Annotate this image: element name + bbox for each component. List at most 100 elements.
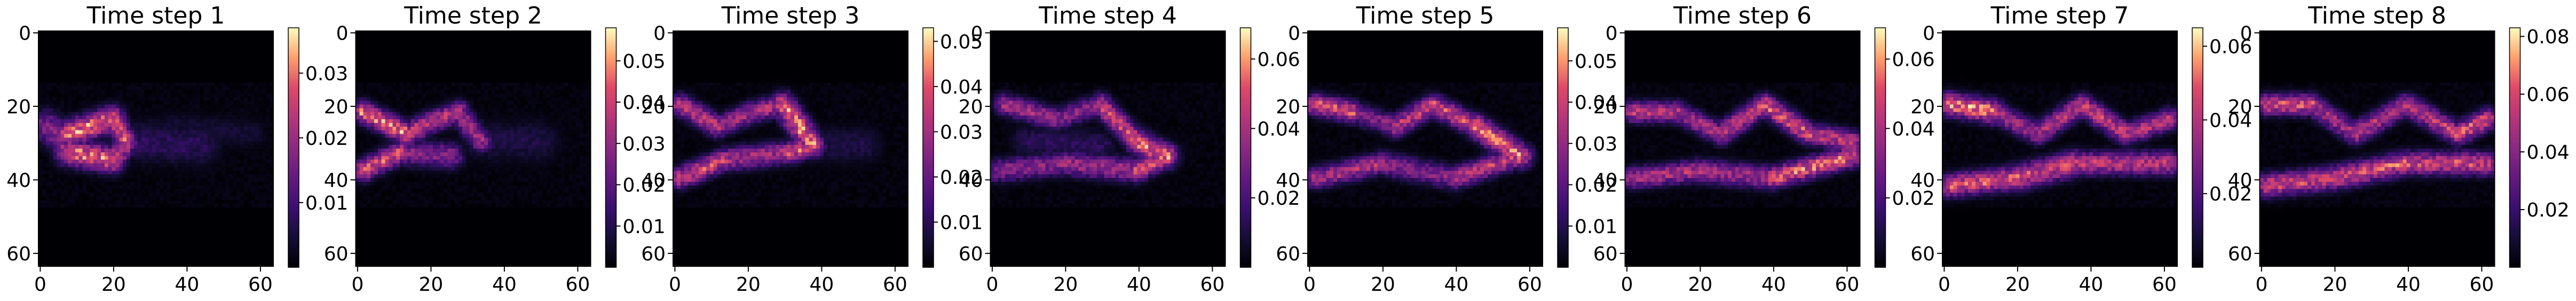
heatmap-cell (251, 164, 255, 167)
heatmap-cell (57, 149, 60, 152)
heatmap-cell (38, 82, 42, 86)
heatmap-cell (174, 244, 178, 248)
heatmap-cell (233, 108, 236, 112)
heatmap-cell (53, 178, 57, 182)
heatmap-cell (178, 182, 181, 186)
heatmap-cell (160, 46, 163, 50)
heatmap-cell (400, 57, 404, 60)
heatmap-cell (141, 101, 145, 105)
heatmap-cell (495, 79, 499, 82)
heatmap-cell (535, 60, 539, 64)
heatmap-cell (163, 156, 167, 160)
heatmap-cell (134, 237, 138, 241)
heatmap-cell (145, 115, 148, 119)
heatmap-cell (543, 57, 547, 60)
heatmap-cell (181, 119, 185, 123)
heatmap-cell (53, 130, 57, 134)
heatmap-cell (141, 90, 145, 94)
heatmap-cell (160, 86, 163, 90)
heatmap-cell (72, 219, 75, 222)
heatmap-cell (255, 156, 259, 160)
heatmap-cell (50, 244, 53, 248)
heatmap-cell (64, 64, 68, 68)
heatmap-cell (90, 252, 93, 256)
heatmap-cell (79, 105, 83, 109)
heatmap-cell (138, 174, 141, 178)
heatmap-cell (240, 90, 244, 94)
heatmap-cell (119, 141, 123, 145)
heatmap-cell (145, 79, 148, 82)
heatmap-cell (38, 68, 42, 72)
heatmap-cell (127, 137, 130, 141)
heatmap-cell (64, 160, 68, 164)
heatmap-cell (105, 186, 108, 189)
heatmap-cell (244, 237, 248, 241)
heatmap-cell (148, 211, 152, 215)
heatmap-cell (83, 57, 86, 60)
heatmap-cell (262, 241, 266, 244)
heatmap-cell (42, 119, 46, 123)
heatmap-cell (119, 115, 123, 119)
heatmap-cell (244, 68, 248, 72)
heatmap-cell (127, 145, 130, 149)
heatmap-cell (455, 79, 459, 82)
heatmap-cell (550, 46, 554, 50)
heatmap-cell (226, 38, 230, 42)
heatmap-cell (141, 130, 145, 134)
heatmap-cell (145, 167, 148, 171)
heatmap-cell (53, 79, 57, 82)
heatmap-cell (127, 189, 130, 193)
heatmap-cell (230, 233, 233, 237)
heatmap-cell (203, 252, 207, 256)
heatmap-cell (215, 189, 218, 193)
heatmap-cell (130, 233, 134, 237)
y-tick-label: 20 (6, 96, 31, 118)
heatmap-cell (119, 130, 123, 134)
heatmap-cell (262, 226, 266, 229)
heatmap-cell (558, 31, 562, 35)
heatmap-cell (226, 186, 230, 189)
heatmap-cell (222, 156, 226, 160)
heatmap-cell (244, 123, 248, 127)
heatmap-cell (171, 241, 175, 244)
heatmap-cell (236, 101, 240, 105)
heatmap-cell (367, 42, 370, 46)
heatmap-cell (207, 259, 211, 263)
heatmap-cell (57, 86, 60, 90)
heatmap-cell (57, 196, 60, 200)
heatmap-cell (248, 248, 251, 252)
heatmap-cell (134, 189, 138, 193)
heatmap-cell (86, 86, 90, 90)
heatmap-cell (105, 233, 108, 237)
heatmap-cell (57, 127, 60, 130)
heatmap-cell (105, 248, 108, 252)
heatmap-cell (163, 182, 167, 186)
heatmap-cell (506, 42, 510, 46)
heatmap-cell (75, 252, 79, 256)
heatmap-cell (105, 193, 108, 197)
heatmap-cell (244, 42, 248, 46)
heatmap-cell (196, 219, 200, 222)
heatmap-cell (90, 115, 93, 119)
heatmap-cell (101, 241, 105, 244)
heatmap-cell (565, 75, 568, 79)
heatmap-cell (510, 35, 513, 38)
heatmap-cell (83, 186, 86, 189)
heatmap-cell (46, 174, 50, 178)
heatmap-cell (134, 164, 138, 167)
heatmap-cell (127, 79, 130, 82)
heatmap-cell (97, 149, 101, 152)
heatmap-cell (152, 244, 156, 248)
heatmap-cell (57, 72, 60, 75)
heatmap-cell (163, 82, 167, 86)
heatmap-cell (141, 259, 145, 263)
heatmap-cell (466, 53, 470, 57)
heatmap-cell (244, 167, 248, 171)
heatmap-cell (64, 248, 68, 252)
heatmap-cell (178, 60, 181, 64)
heatmap-cell (75, 31, 79, 35)
heatmap-cell (130, 130, 134, 134)
heatmap-cell (171, 94, 175, 97)
heatmap-cell (244, 193, 248, 197)
heatmap-cell (196, 115, 200, 119)
